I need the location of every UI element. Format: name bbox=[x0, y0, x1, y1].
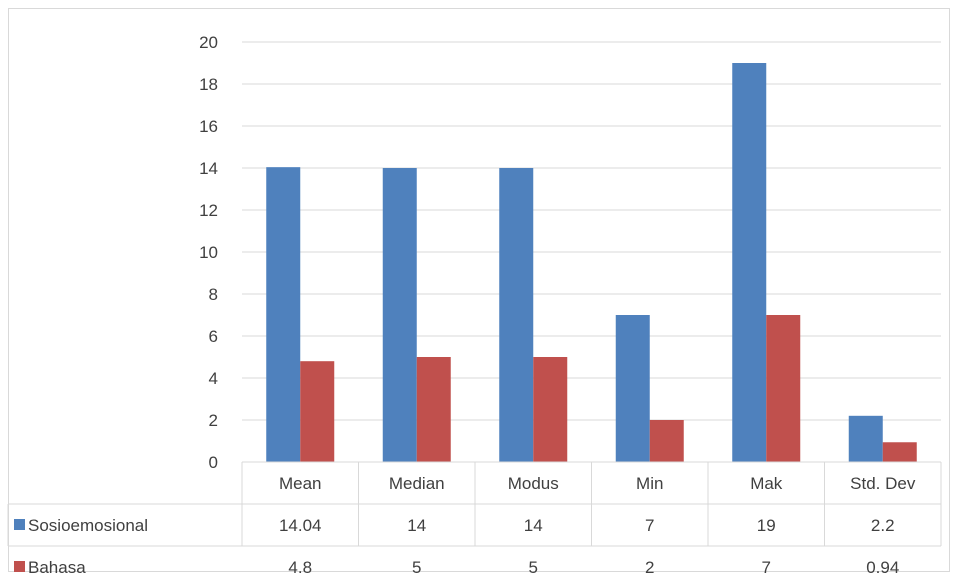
x-category-label: Std. Dev bbox=[850, 474, 916, 493]
bar-sosioemosional bbox=[266, 167, 301, 462]
y-tick-label: 12 bbox=[199, 201, 218, 220]
x-category-label: Mean bbox=[279, 474, 322, 493]
data-table-value: 14 bbox=[407, 516, 426, 535]
bar-bahasa bbox=[766, 315, 801, 462]
data-table-value: 4.8 bbox=[288, 558, 312, 577]
data-table-value: 14.04 bbox=[279, 516, 322, 535]
bar-bahasa bbox=[533, 357, 568, 462]
x-category-label: Mak bbox=[750, 474, 783, 493]
data-table-value: 2 bbox=[645, 558, 654, 577]
x-category-label: Median bbox=[389, 474, 445, 493]
legend-key-sosioemosional bbox=[14, 519, 25, 530]
bar-sosioemosional bbox=[848, 415, 883, 462]
y-tick-label: 10 bbox=[199, 243, 218, 262]
data-table-value: 14 bbox=[524, 516, 543, 535]
bar-sosioemosional bbox=[615, 315, 650, 462]
y-tick-label: 2 bbox=[209, 411, 218, 430]
data-table-value: 2.2 bbox=[871, 516, 895, 535]
x-category-label: Modus bbox=[508, 474, 559, 493]
data-table-value: 5 bbox=[412, 558, 421, 577]
legend-label: Bahasa bbox=[28, 558, 86, 577]
data-table-value: 5 bbox=[529, 558, 538, 577]
bar-bahasa bbox=[649, 420, 684, 462]
bar-sosioemosional bbox=[732, 63, 767, 462]
y-tick-label: 8 bbox=[209, 285, 218, 304]
bar-bahasa bbox=[882, 442, 917, 462]
y-tick-label: 20 bbox=[199, 33, 218, 52]
y-tick-label: 14 bbox=[199, 159, 218, 178]
data-table-value: 19 bbox=[757, 516, 776, 535]
legend-key-bahasa bbox=[14, 561, 25, 572]
y-tick-label: 6 bbox=[209, 327, 218, 346]
data-table-value: 7 bbox=[762, 558, 771, 577]
legend-label: Sosioemosional bbox=[28, 516, 148, 535]
data-table-value: 7 bbox=[645, 516, 654, 535]
bar-bahasa bbox=[300, 361, 335, 462]
y-tick-label: 18 bbox=[199, 75, 218, 94]
bar-sosioemosional bbox=[382, 168, 417, 462]
bar-bahasa bbox=[416, 357, 451, 462]
y-tick-label: 4 bbox=[209, 369, 218, 388]
data-table-value: 0.94 bbox=[866, 558, 899, 577]
chart-frame bbox=[8, 8, 950, 572]
bar-sosioemosional bbox=[499, 168, 534, 462]
x-category-label: Min bbox=[636, 474, 663, 493]
y-tick-label: 0 bbox=[209, 453, 218, 472]
y-tick-label: 16 bbox=[199, 117, 218, 136]
